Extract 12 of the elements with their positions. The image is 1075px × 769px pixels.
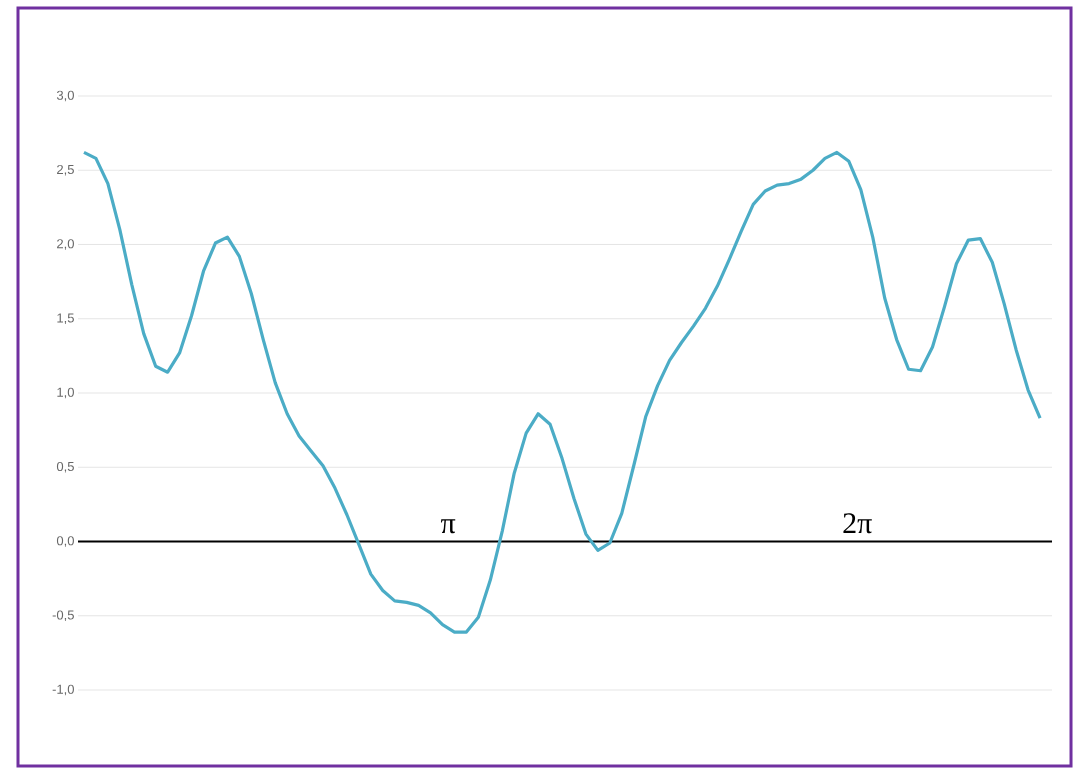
y-tick-label: -0,5: [52, 610, 74, 622]
y-tick-label: 1,5: [57, 313, 74, 325]
y-tick-label: 0,0: [56, 536, 74, 547]
line-series: [82, 150, 1042, 634]
y-tick-label: 0,5: [56, 461, 74, 473]
y-tick-label: 2,0: [57, 239, 74, 250]
y-tick-label: 2,5: [57, 164, 74, 176]
annotation: 2π: [843, 513, 872, 534]
y-tick-label: 1,0: [57, 387, 74, 399]
y-tick-label: -1,0: [52, 684, 74, 696]
y-tick-label: 3,0: [56, 90, 74, 102]
annotation: π: [440, 519, 456, 534]
